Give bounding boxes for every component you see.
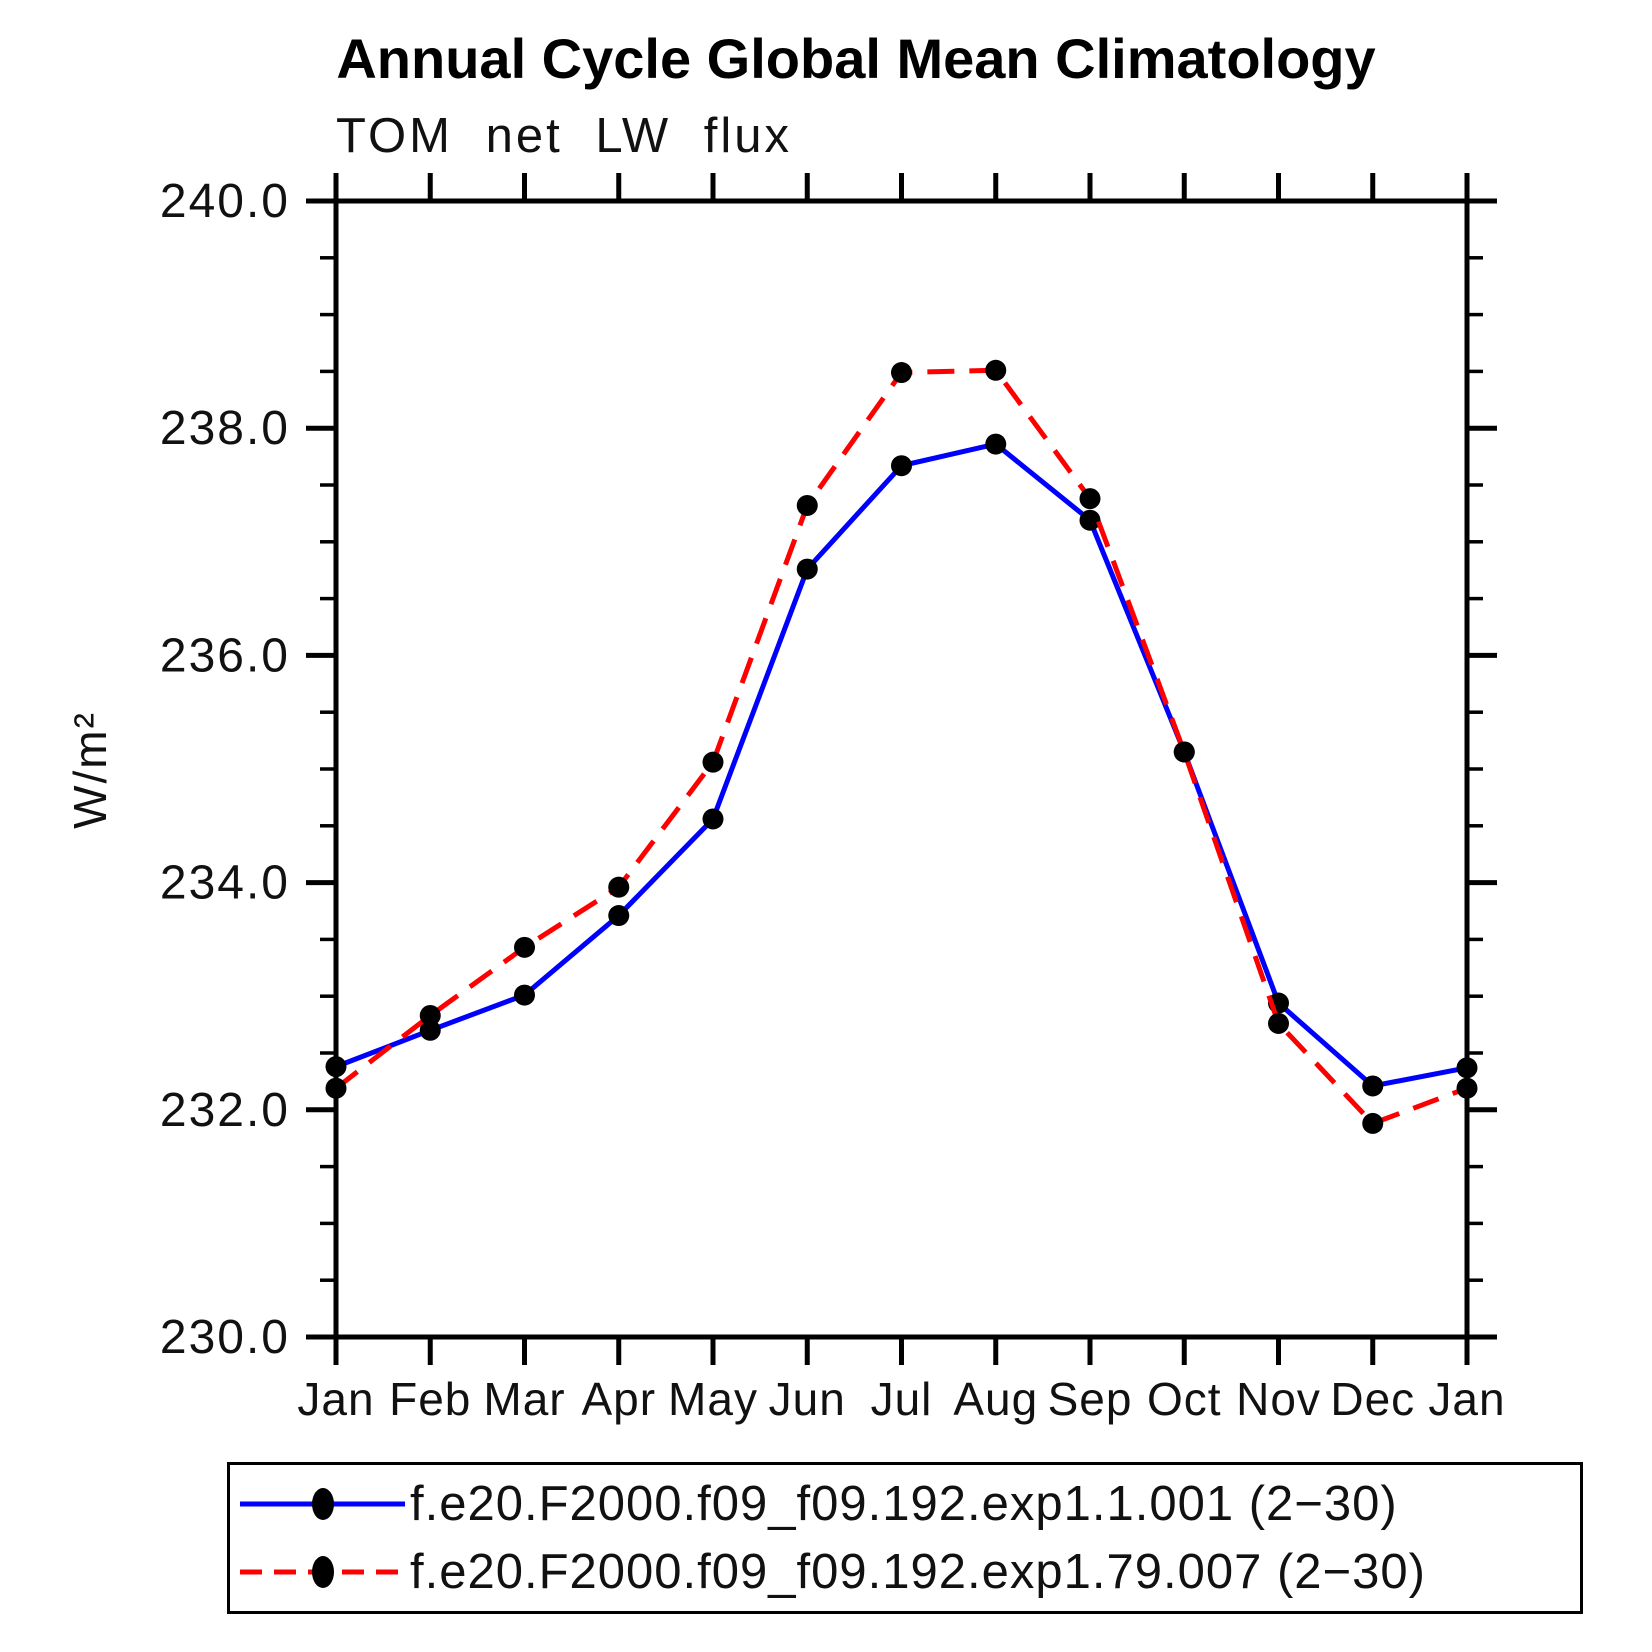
x-tick-label: Sep [1048,1373,1133,1425]
series-line-0 [335,441,1468,1089]
y-tick-label: 234.0 [160,857,290,910]
y-tick-label: 230.0 [160,1311,290,1364]
y-tick-label: 240.0 [160,175,290,228]
y-axis-major-ticks: 230.0 232.0 234.0 236.0 238.0 240.0 [160,175,1497,1364]
x-tick-label: Mar [483,1373,565,1425]
data-point-marker [702,808,724,830]
data-point-marker [419,1005,441,1027]
data-point-marker [891,455,912,477]
series-markers-1 [325,359,1478,1134]
data-point-marker [419,1019,441,1041]
x-tick-label: Jul [871,1373,933,1425]
data-point-marker [608,876,630,898]
x-tick-label: Jan [1428,1373,1505,1425]
data-point-marker [1079,509,1101,531]
data-point-marker [325,1056,347,1078]
x-tick-label: Oct [1147,1373,1222,1425]
legend-row-series-1: f.e20.F2000.f09_f09.192.exp1.79.007 (2−3… [230,1538,1580,1606]
legend-line-sample-dashed [240,1556,405,1588]
chart-subtitle: TOM net LW flux [336,109,793,163]
x-tick-label: Jan [297,1373,374,1425]
x-tick-label: Nov [1236,1373,1321,1425]
legend-label-series-1: f.e20.F2000.f09_f09.192.exp1.79.007 (2−3… [410,1545,1426,1599]
y-tick-label: 236.0 [160,629,290,682]
y-axis-minor-ticks [320,256,1483,1282]
data-point-marker [325,1077,347,1099]
legend-label-series-0: f.e20.F2000.f09_f09.192.exp1.1.001 (2−30… [410,1477,1398,1531]
data-point-marker [514,984,535,1006]
legend-marker [312,1556,334,1588]
data-point-marker [796,558,818,580]
data-point-marker [702,751,724,773]
legend-marker [312,1488,334,1520]
data-point-marker [1173,741,1195,763]
legend-box: f.e20.F2000.f09_f09.192.exp1.1.001 (2−30… [227,1462,1583,1614]
legend-line-sample-solid [240,1488,405,1520]
y-tick-label: 232.0 [160,1084,290,1137]
x-tick-label: Aug [953,1373,1038,1425]
data-point-marker [514,936,535,958]
data-point-marker [608,905,630,927]
data-point-marker [1362,1112,1384,1134]
data-point-marker [1456,1057,1478,1079]
x-tick-label: Dec [1330,1373,1415,1425]
x-axis-ticks: Jan Feb Mar Apr May Jun Jul Aug Sep Oct Nov Dec Jan [297,173,1505,1425]
data-point-marker [1456,1077,1478,1099]
data-point-marker [891,362,912,384]
x-tick-label: Apr [581,1373,656,1425]
data-point-marker [985,359,1007,381]
data-point-marker [1268,1012,1289,1034]
x-tick-label: Feb [389,1373,471,1425]
y-tick-label: 238.0 [160,402,290,455]
legend-row-series-0: f.e20.F2000.f09_f09.192.exp1.1.001 (2−30… [230,1470,1580,1538]
x-tick-label: May [668,1373,758,1425]
data-point-marker [1079,488,1101,510]
series-line-1 [334,367,1468,1127]
series-markers-0 [325,433,1478,1097]
data-point-marker [985,433,1007,455]
x-tick-label: Jun [769,1373,846,1425]
chart-title: Annual Cycle Global Mean Climatology [336,27,1376,90]
data-point-marker [796,494,818,516]
data-point-marker [1362,1075,1384,1097]
